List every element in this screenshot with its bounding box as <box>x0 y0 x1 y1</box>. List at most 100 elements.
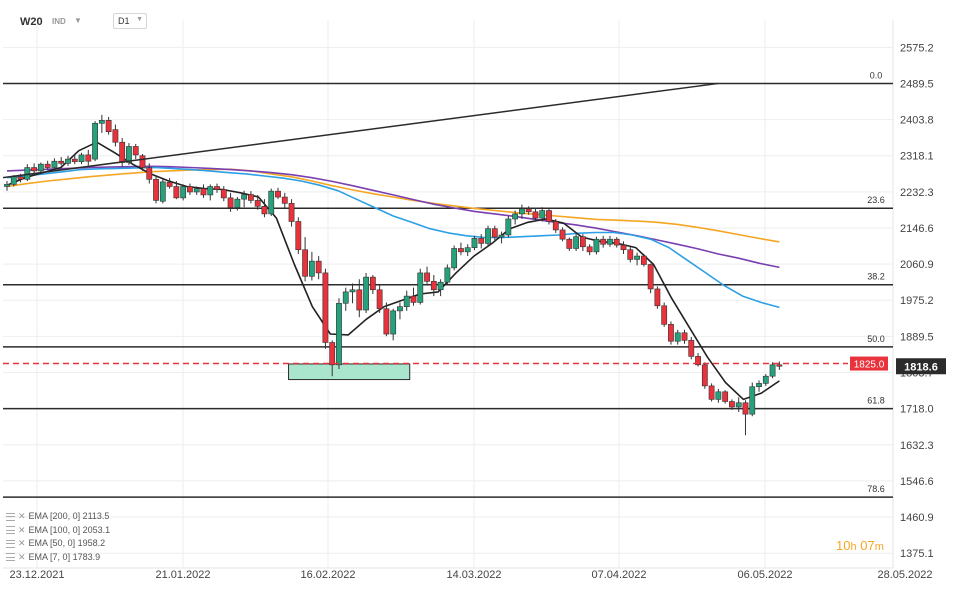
candle-down <box>620 244 627 251</box>
candle-down <box>586 246 593 253</box>
current-price-tag <box>896 358 946 375</box>
price-tick-label: 2060.9 <box>900 259 934 271</box>
candle-down <box>187 186 193 193</box>
candle-down <box>146 167 153 180</box>
candle-up <box>349 289 356 293</box>
price-tick-label: 1975.2 <box>900 295 934 307</box>
fib-level-label: 23.6 <box>867 195 885 205</box>
candle-down <box>729 401 735 408</box>
ask-price-label: 1825.0 <box>854 360 885 371</box>
candle-down <box>166 181 173 187</box>
instrument-type-label: IND <box>52 17 66 26</box>
candle-down <box>261 206 268 215</box>
candle-down <box>227 197 234 208</box>
candle-up <box>735 402 742 408</box>
symbol-label[interactable]: W20 <box>20 16 43 28</box>
candle-down <box>295 221 302 251</box>
candle-up <box>485 228 491 244</box>
candle-up <box>674 332 681 342</box>
date-tick-label: 23.12.2021 <box>9 569 64 581</box>
candle-up <box>471 238 478 248</box>
indicator-row-ema50[interactable]: ✕ EMA [50, 0] 1958.2 <box>6 537 110 551</box>
candle-up <box>78 154 85 162</box>
candle-up <box>403 295 410 307</box>
candle-up <box>756 383 762 388</box>
price-tick-label: 2575.2 <box>900 42 934 54</box>
ema50-line <box>6 166 780 309</box>
candle-down <box>132 146 139 156</box>
candle-down <box>329 342 336 366</box>
candle-down <box>640 255 647 265</box>
settings-lines-icon[interactable] <box>6 526 15 535</box>
settings-lines-icon[interactable] <box>6 553 15 562</box>
close-icon[interactable]: ✕ <box>18 524 26 535</box>
candle-down <box>668 324 674 342</box>
candle-down <box>105 120 112 133</box>
indicator-row-ema200[interactable]: ✕ EMA [200, 0] 2113.5 <box>6 510 110 524</box>
candle-down <box>701 364 708 387</box>
candle-up <box>193 188 200 193</box>
price-tick-label: 1375.1 <box>900 548 934 560</box>
candle-down <box>44 163 51 168</box>
settings-lines-icon[interactable] <box>6 512 15 521</box>
timer-hours: 10 <box>836 538 851 553</box>
timer-minutes-unit: m <box>874 541 884 553</box>
price-axis: 2575.2 2489.5 2403.8 2318.1 2232.3 2146.6 2060… <box>900 42 934 560</box>
ema7-line <box>6 141 780 401</box>
candle-up <box>539 210 546 219</box>
timeframe-value: D1 <box>118 16 130 26</box>
candle-down <box>654 288 661 307</box>
price-tick-label: 1460.9 <box>900 512 934 524</box>
candle-down <box>532 211 539 219</box>
candle-up <box>397 306 403 312</box>
fib-level-label: 38.2 <box>867 272 885 282</box>
candle-up <box>92 122 98 160</box>
indicator-row-ema7[interactable]: ✕ EMA [7, 0] 1783.9 <box>6 551 110 565</box>
candle-down <box>281 196 288 204</box>
candle-up <box>342 291 349 304</box>
candle-down <box>58 160 65 164</box>
trendline[interactable] <box>2 82 719 179</box>
price-tick-label: 1546.6 <box>900 476 934 488</box>
candle-down <box>647 264 654 290</box>
close-icon[interactable]: ✕ <box>18 511 26 521</box>
candle-up <box>268 190 275 215</box>
candle-down <box>383 308 390 335</box>
candle-up <box>769 364 776 377</box>
price-tick-label: 1632.3 <box>900 440 934 452</box>
close-icon[interactable]: ✕ <box>18 538 26 548</box>
candle-countdown: 10h 07m <box>836 538 884 553</box>
candle-down <box>376 289 383 310</box>
date-tick-label: 28.05.2022 <box>877 569 932 581</box>
timeframe-select[interactable]: D1 ▼ <box>113 13 147 29</box>
date-tick-label: 16.02.2022 <box>300 569 355 581</box>
candle-up <box>159 181 166 202</box>
candle-up <box>749 386 756 415</box>
candle-up <box>715 391 722 400</box>
candle-up <box>241 194 248 200</box>
price-tick-label: 2489.5 <box>900 78 934 90</box>
indicator-label: EMA [100, 0] 2053.1 <box>28 524 111 535</box>
price-tick-label: 2232.3 <box>900 187 934 199</box>
candle-up <box>464 247 471 253</box>
candle-down <box>315 260 322 274</box>
close-icon[interactable]: ✕ <box>18 551 26 562</box>
candle-up <box>126 146 132 163</box>
candle-up <box>593 238 600 253</box>
settings-lines-icon[interactable] <box>6 539 15 548</box>
candle-down <box>369 276 376 291</box>
candle-down <box>214 186 220 190</box>
candle-up <box>451 248 458 269</box>
candle-up <box>4 184 10 187</box>
candle-down <box>119 141 126 163</box>
chevron-down-icon[interactable]: ▼ <box>74 16 82 25</box>
candle-down <box>708 385 715 400</box>
price-tick-label: 1889.5 <box>900 331 934 343</box>
candle-up <box>308 260 315 277</box>
chart-toolbar: W20 IND ▼ D1 ▼ <box>0 0 960 40</box>
indicator-row-ema100[interactable]: ✕ EMA [100, 0] 2053.1 <box>6 524 110 538</box>
candle-up <box>437 281 444 291</box>
candle-down <box>275 190 281 198</box>
fib-level-label: 78.6 <box>867 484 885 494</box>
